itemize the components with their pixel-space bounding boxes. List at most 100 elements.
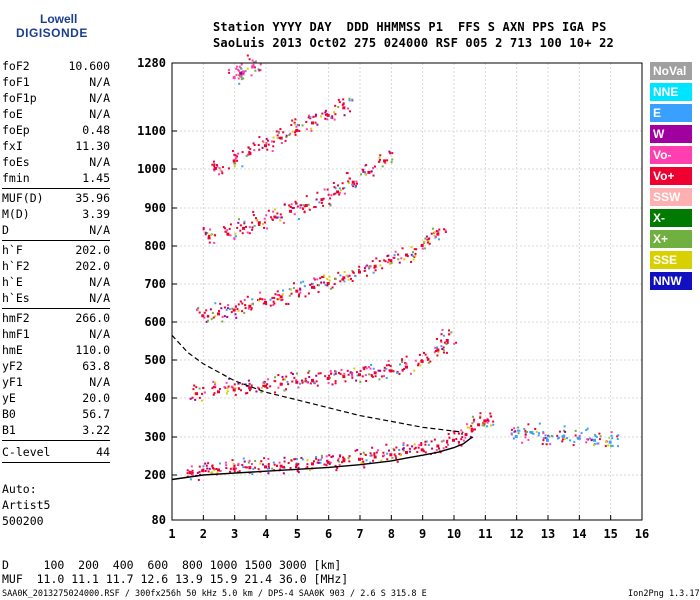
echo-point	[234, 235, 237, 238]
param-name: hmF1	[2, 327, 30, 341]
echo-point	[577, 436, 581, 440]
echo-point	[226, 387, 229, 390]
echo-point	[267, 467, 270, 470]
echo-point	[283, 389, 286, 392]
echo-point	[401, 368, 404, 371]
echo-point	[326, 282, 330, 285]
echo-point	[248, 389, 251, 392]
param-name: foEs	[2, 155, 30, 169]
echo-point	[258, 136, 261, 139]
echo-point	[269, 385, 272, 388]
echo-point	[534, 427, 537, 430]
echo-point	[294, 133, 297, 136]
echo-point	[362, 465, 365, 468]
echo-point	[303, 211, 306, 214]
echo-point	[237, 69, 240, 72]
echo-point	[251, 221, 254, 224]
y-tick-label: 500	[144, 353, 166, 367]
echo-point	[585, 441, 588, 444]
echo-point	[258, 299, 261, 302]
echo-point	[265, 141, 268, 144]
echo-point	[347, 278, 350, 281]
echo-point	[363, 269, 366, 272]
echo-point	[228, 377, 231, 380]
echo-point	[343, 280, 346, 283]
echo-point	[574, 434, 577, 437]
echo-point	[231, 459, 234, 462]
echo-point	[517, 426, 520, 429]
echo-point	[308, 375, 311, 378]
echo-point	[486, 425, 489, 428]
echo-point	[545, 443, 548, 446]
echo-point	[275, 130, 278, 133]
echo-point	[347, 107, 350, 110]
echo-point	[262, 384, 265, 387]
x-tick-label: 8	[388, 527, 395, 541]
echo-point	[218, 167, 221, 170]
echo-point	[299, 281, 302, 284]
echo-point	[351, 374, 354, 377]
echo-point	[356, 448, 359, 451]
echo-point	[369, 265, 372, 268]
echo-point	[328, 279, 331, 282]
echo-point	[355, 371, 358, 374]
echo-point	[358, 457, 361, 461]
echo-point	[327, 381, 330, 384]
echo-point	[457, 440, 460, 443]
echo-point	[238, 65, 241, 68]
echo-point	[319, 461, 322, 464]
echo-point	[326, 459, 329, 462]
echo-point	[433, 438, 436, 441]
echo-point	[368, 265, 371, 268]
echo-point	[479, 415, 482, 418]
echo-point	[214, 315, 217, 318]
echo-point	[544, 434, 547, 437]
echo-point	[213, 169, 216, 172]
echo-point	[421, 247, 424, 250]
echo-point	[437, 447, 440, 450]
echo-point	[378, 259, 381, 262]
echo-point	[512, 437, 515, 440]
echo-point	[251, 298, 254, 301]
echo-point	[437, 351, 440, 354]
echo-point	[389, 365, 392, 368]
param-name: M(D)	[2, 207, 30, 221]
echo-point	[209, 308, 212, 311]
legend-item-xplus: X+	[650, 230, 692, 248]
echo-point	[235, 316, 238, 319]
echo-point	[219, 169, 222, 172]
echo-point	[248, 466, 252, 470]
echo-point	[243, 222, 246, 225]
echo-point	[396, 371, 399, 374]
echo-point	[354, 275, 357, 278]
param-name: B1	[2, 423, 16, 437]
echo-point	[382, 451, 385, 454]
echo-point	[453, 432, 456, 435]
echo-point	[237, 303, 240, 306]
echo-point	[320, 115, 323, 118]
echo-point	[460, 438, 463, 441]
echo-point	[472, 420, 475, 423]
echo-point	[561, 435, 565, 438]
echo-point	[436, 354, 439, 357]
echo-point	[362, 170, 365, 173]
echo-point	[233, 153, 236, 156]
echo-point	[343, 192, 346, 195]
param-name: fxI	[2, 139, 23, 153]
echo-point	[385, 367, 388, 370]
echo-point	[563, 438, 566, 441]
echo-point	[308, 369, 311, 372]
echo-point	[608, 436, 611, 439]
echo-point	[282, 378, 285, 381]
echo-point	[439, 339, 442, 342]
echo-point	[351, 183, 354, 186]
echo-point	[371, 446, 374, 449]
echo-point	[257, 468, 260, 471]
echo-point	[361, 457, 364, 460]
echo-point	[311, 282, 314, 285]
echo-point	[371, 375, 374, 378]
echo-point	[297, 466, 300, 469]
param-name: yE	[2, 391, 16, 405]
echo-point	[277, 216, 280, 219]
echo-point	[301, 381, 304, 384]
